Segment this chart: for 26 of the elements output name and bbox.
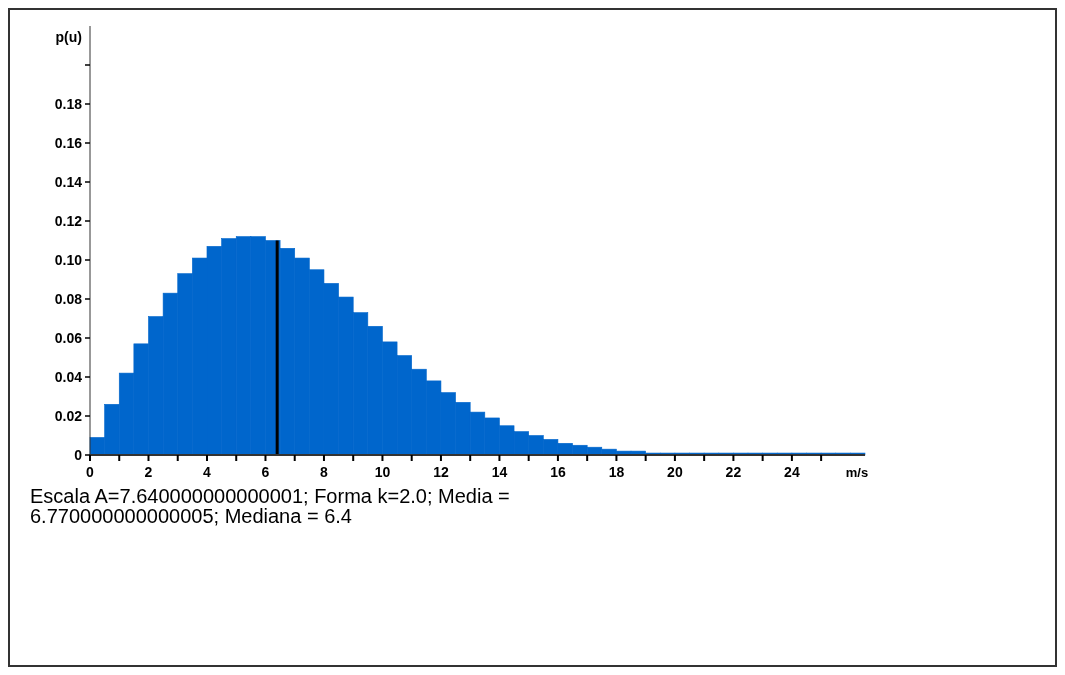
y-tick-label: 0.04 — [54, 369, 83, 385]
x-tick-label: 22 — [725, 464, 742, 480]
y-tick-label: 0.12 — [54, 213, 83, 229]
text: Escala A=7.640000000000001; Forma k=2.0; Media = 6.770000000000005; Mediana = 6.4 — [30, 485, 510, 527]
y-tick-label: 0.06 — [54, 330, 83, 346]
x-tick-label: 24 — [784, 464, 800, 480]
y-axis-title: p(u) — [55, 29, 82, 45]
y-tick-label: 0.10 — [54, 252, 83, 268]
x-tick-label: 2 — [144, 464, 153, 480]
y-tick-label: 0.14 — [54, 174, 83, 190]
y-tick-label: 0.08 — [54, 291, 83, 307]
y-tick-label: 0.16 — [54, 135, 83, 151]
x-tick-label: 16 — [550, 464, 566, 480]
y-tick-label: 0 — [74, 447, 83, 463]
x-axis-title: m/s — [845, 465, 869, 480]
x-tick-label: 0 — [86, 464, 95, 480]
x-tick-label: 6 — [261, 464, 270, 480]
x-tick-label: 12 — [433, 464, 449, 480]
x-tick-label: 18 — [608, 464, 625, 480]
y-tick-label: 0.18 — [54, 96, 83, 112]
x-tick-label: 8 — [320, 464, 329, 480]
x-tick-label: 20 — [667, 464, 683, 480]
x-tick-label: 4 — [203, 464, 212, 480]
x-tick-label: 14 — [491, 464, 508, 480]
x-tick-label: 10 — [374, 464, 391, 480]
y-tick-label: 0.02 — [54, 408, 83, 424]
